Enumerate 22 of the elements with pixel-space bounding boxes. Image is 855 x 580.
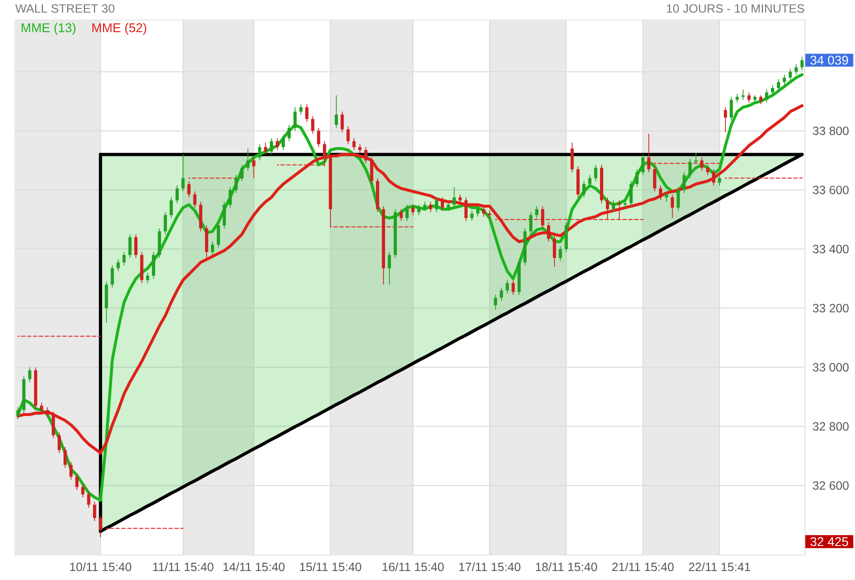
- chart-subtitle: 10 JOURS - 10 MINUTES: [666, 4, 804, 13]
- x-tick-label: 10/11 15:40: [70, 562, 132, 572]
- text: 32 425: [810, 537, 848, 546]
- x-tick-label: 14/11 15:40: [223, 562, 285, 572]
- y-tick-label: 33 200: [812, 304, 849, 312]
- y-tick-label: 33 600: [812, 186, 849, 194]
- x-tick-label: 21/11 15:40: [612, 562, 674, 572]
- y-tick-label: 32 800: [812, 422, 849, 431]
- y-tick-label: 33 800: [812, 126, 849, 136]
- x-tick-label: 18/11 15:40: [536, 562, 598, 572]
- y-tick-label: 33 000: [812, 363, 849, 372]
- x-tick-label: 16/11 15:40: [382, 562, 444, 572]
- chart-title: WALL STREET 30: [15, 4, 114, 13]
- x-tick-label: 11/11 15:40: [153, 562, 214, 572]
- x-tick-label: 22/11 15:41: [688, 562, 750, 572]
- x-tick-label: 17/11 15:40: [459, 562, 520, 572]
- text: 34 039: [810, 56, 848, 65]
- y-tick-label: 33 400: [812, 244, 849, 254]
- text: MME (13): [22, 22, 76, 35]
- y-tick-label: 32 600: [812, 481, 849, 490]
- text: MME (52): [92, 22, 146, 35]
- x-tick-label: 15/11 15:40: [300, 562, 362, 572]
